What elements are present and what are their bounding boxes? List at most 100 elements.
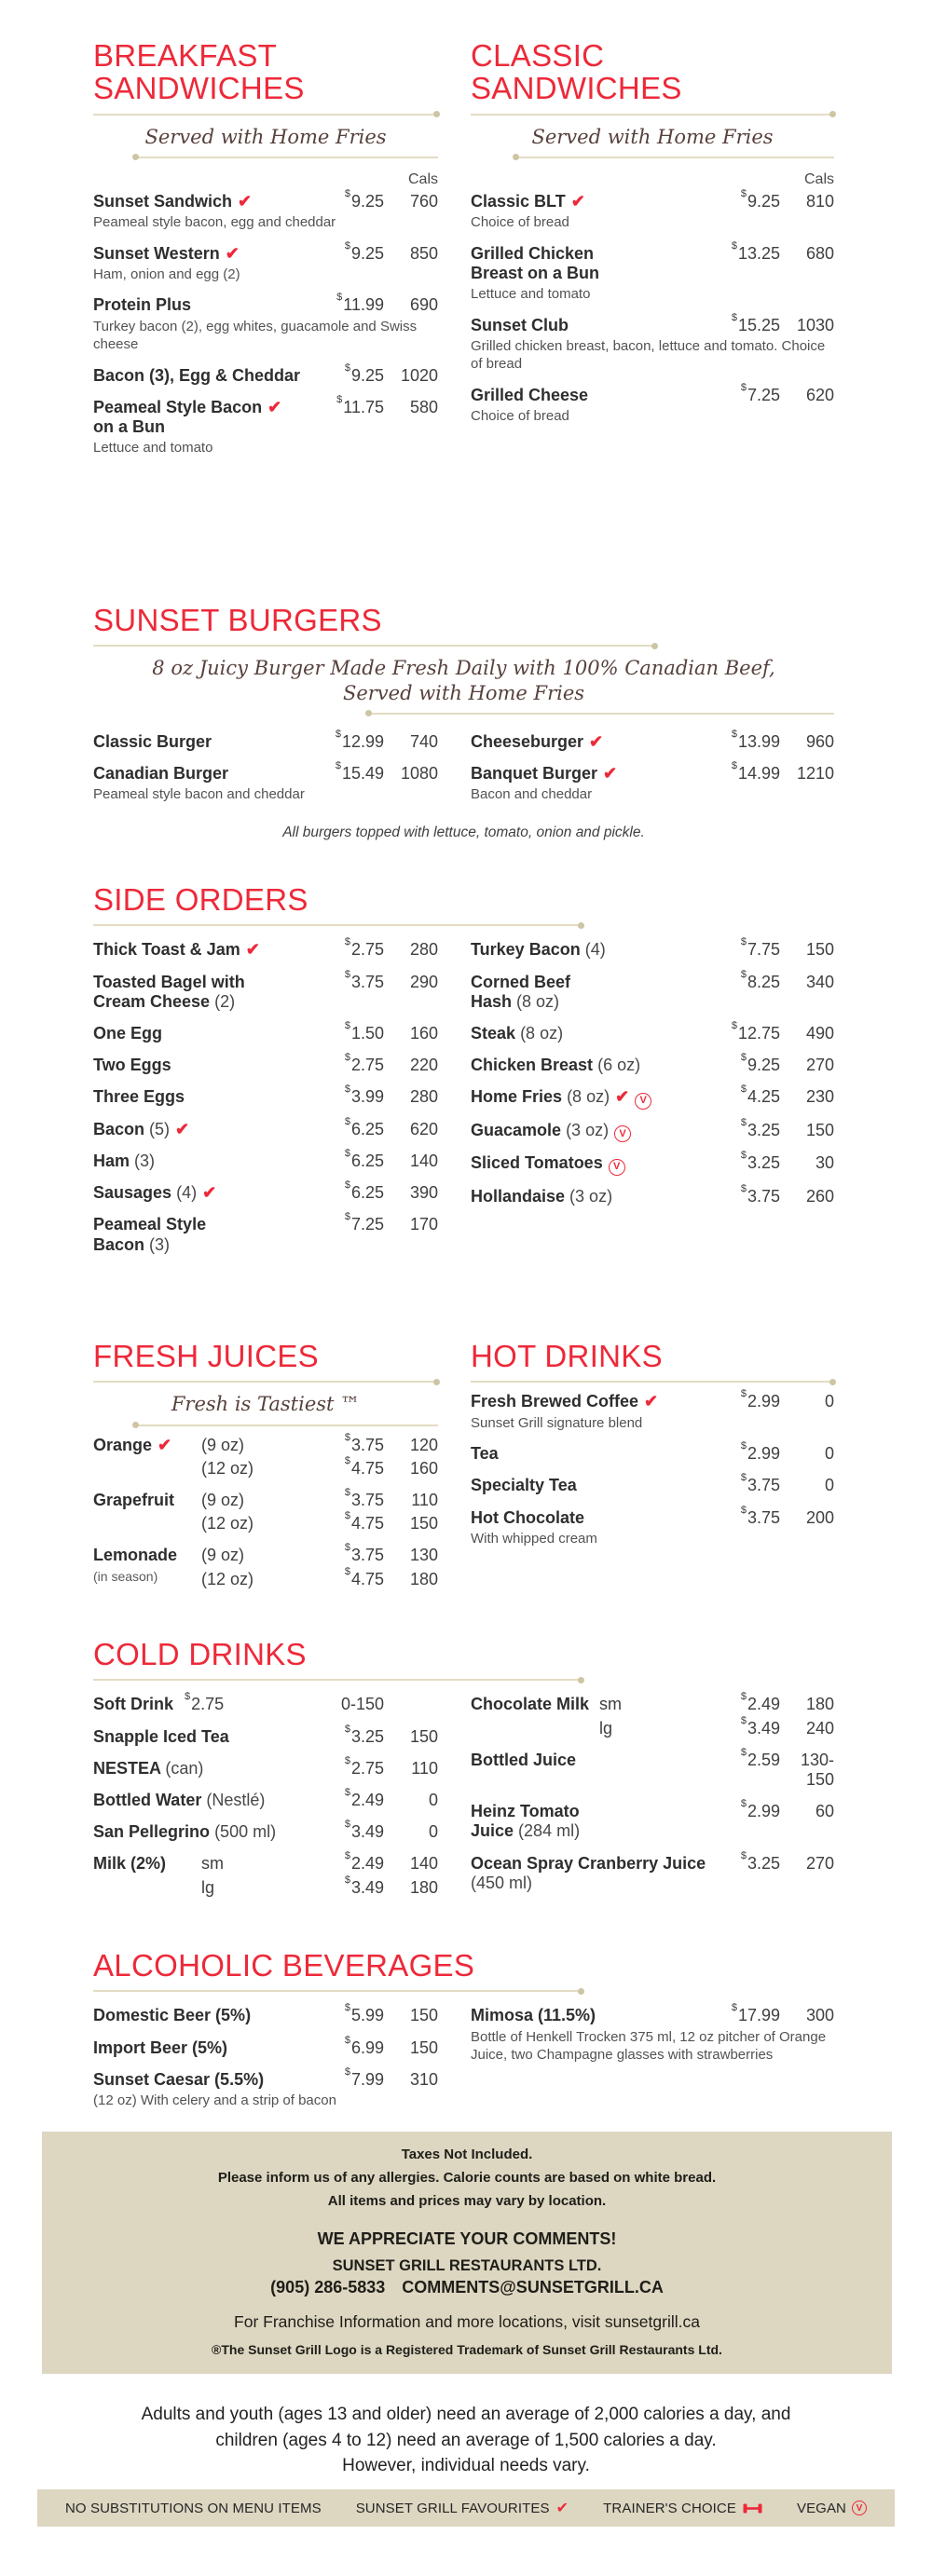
section-cold-drinks: COLD DRINKS Soft Drink $2.75 0-150 Snappl… [93,1638,834,1898]
favourite-check-icon [644,1392,658,1411]
info-box: Taxes Not Included. Please inform us of … [42,2132,892,2374]
favourite-check-icon [556,2499,569,2517]
burgers-note: All burgers topped with lettuce, tomato,… [282,824,645,840]
menu-item: Protein Plus $11.99 690 [93,292,438,315]
menu-item: Two Eggs $2.75 220 [93,1052,438,1075]
menu-item: Import Beer (5%) $6.99 150 [93,2034,438,2057]
favourite-check-icon [589,732,603,751]
menu-item: Heinz Tomato Juice (284 ml) $2.99 60 [471,1798,834,1841]
menu-item: Sunset Sandwich $9.25 760 [93,188,438,211]
item-desc: Sunset Grill signature blend [471,1414,643,1431]
section-sandwiches: BREAKFAST SANDWICHES Served with Home Fr… [93,38,836,457]
item-desc: With whipped cream [471,1530,597,1547]
section-subtitle: Fresh is Tastiest ™ [171,1393,361,1416]
menu-item: Corned Beef Hash (8 oz) $8.25 340 [471,968,834,1011]
hot-drinks-column: HOT DRINKS Fresh Brewed Coffee $2.99 0 S… [471,1339,836,1547]
item-desc: Grilled chicken breast, bacon, lettuce a… [471,337,826,373]
company-name: SUNSET GRILL RESTAURANTS LTD. [332,2257,602,2274]
favourite-check-icon [175,1120,189,1138]
menu-item: Classic Burger $12.99 740 [93,728,438,751]
favourite-check-icon [615,1087,629,1106]
menu-item: Bottled Water (Nestlé) $2.49 0 [93,1787,438,1809]
section-alcoholic-beverages: ALCOHOLIC BEVERAGES Domestic Beer (5%) $… [93,1949,834,2110]
section-side-orders: SIDE ORDERS Thick Toast & Jam $2.75 280 … [93,883,834,1255]
section-subtitle: Served with Home Fries [144,125,387,148]
menu-item: Bacon (3), Egg & Cheddar $9.25 1020 [93,361,438,385]
franchise-note: For Franchise Information and more locat… [234,2312,700,2331]
section-title-burgers: SUNSET BURGERS [93,603,382,637]
cals-header: Cals [407,170,438,187]
menu-item: Cheeseburger $13.99 960 [471,729,834,752]
item-desc: Choice of bread [471,408,569,425]
vegan-icon [635,1092,652,1110]
item-desc: Choice of bread [471,214,569,231]
menu-item: Peameal Style Bacon (3) $7.25 170 [93,1211,438,1254]
item-desc: Peameal style bacon, egg and cheddar [93,214,336,231]
menu-item: Sunset Caesar (5.5%) $7.99 310 [93,2065,438,2089]
decorative-rule [471,1378,836,1385]
menu-item: Sunset Western $9.25 850 [93,240,438,264]
vegan-icon [608,1158,625,1176]
decorative-rule [93,921,584,929]
trademark-note: ®The Sunset Grill Logo is a Registered T… [212,2342,722,2357]
menu-item: Chocolate Milk sm $2.49 180 lg $3.49 240 [471,1691,834,1738]
menu-item: Soft Drink $2.75 0-150 [93,1691,384,1714]
decorative-rule [132,154,438,161]
decorative-rule [512,154,834,161]
legend-bar: NO SUBSTITUTIONS ON MENU ITEMS SUNSET GR… [37,2489,895,2527]
menu-item: Fresh Brewed Coffee $2.99 0 [471,1388,834,1411]
calorie-disclaimer: Adults and youth (ages 13 and older) nee… [141,2405,791,2476]
menu-item: Thick Toast & Jam $2.75 280 [93,936,438,960]
legend-vegan: VEGAN [797,2501,867,2516]
menu-item: Domestic Beer (5%) $5.99 150 [93,2002,438,2025]
section-title-classic: CLASSIC SANDWICHES [471,38,682,106]
breakfast-sandwiches-column: BREAKFAST SANDWICHES Served with Home Fr… [93,38,440,457]
item-desc: Lettuce and tomato [471,286,591,303]
section-burgers: SUNSET BURGERS 8 oz Juicy Burger Made Fr… [93,604,834,841]
menu-item: Three Eggs $3.99 280 [93,1084,438,1107]
menu-item: Bacon (5) $6.25 620 [93,1116,438,1139]
menu-item: Ham (3) $6.25 140 [93,1147,438,1170]
menu-item: Tea $2.99 0 [471,1440,834,1464]
menu-item: Specialty Tea $3.75 0 [471,1472,834,1495]
favourite-check-icon [603,764,617,783]
item-desc: Ham, onion and egg (2) [93,266,240,282]
legend-favourites: SUNSET GRILL FAVOURITES [356,2499,569,2517]
menu-item: Snapple Iced Tea $3.25 150 [93,1723,438,1746]
comments-email: COMMENTS@SUNSETGRILL.CA [402,2278,664,2297]
section-juices-hot-drinks: FRESH JUICES Fresh is Tastiest ™ Orange … [93,1339,836,1589]
item-desc: Bottle of Henkell Trocken 375 ml, 12 oz … [471,2028,827,2064]
dumbbell-icon [743,2503,762,2513]
decorative-rule [93,111,440,118]
menu-item: Hollandaise (3 oz) $3.75 260 [471,1182,834,1206]
menu-item: Sausages (4) $6.25 390 [93,1179,438,1203]
menu-item: Guacamole (3 oz) $3.25 150 [471,1117,834,1143]
favourite-check-icon [202,1183,216,1202]
item-desc: Lettuce and tomato [93,440,213,457]
menu-item: Turkey Bacon (4) $7.75 150 [471,936,834,960]
menu-item: Milk (2%) sm $2.49 140 lg $3.49 180 [93,1850,438,1897]
section-title-hot-drinks: HOT DRINKS [471,1339,663,1373]
favourite-check-icon [158,1436,171,1454]
menu-item: Toasted Bagel with Cream Cheese (2) $3.7… [93,968,438,1011]
fresh-juices-column: FRESH JUICES Fresh is Tastiest ™ Orange … [93,1340,440,1589]
favourite-check-icon [267,398,281,416]
menu-item: Chicken Breast (6 oz) $9.25 270 [471,1052,834,1075]
classic-sandwiches-column: CLASSIC SANDWICHES Served with Home Frie… [471,38,836,426]
vegan-icon [614,1125,632,1143]
section-title-breakfast: BREAKFAST SANDWICHES [93,38,305,106]
burgers-subtitle-line2: Served with Home Fries [342,681,585,704]
menu-item: Grilled Cheese $7.25 620 [471,381,834,404]
favourite-check-icon [226,244,240,263]
favourite-check-icon [238,192,252,211]
menu-item: Canadian Burger $15.49 1080 [93,760,438,784]
item-desc: Peameal style bacon and cheddar [93,786,305,803]
menu-item: Sunset Club $15.25 1030 [471,311,834,334]
menu-item: Grapefruit (9 oz) $3.75 110 (12 oz) $4.75 15… [93,1487,438,1533]
menu-item: Grilled Chicken Breast on a Bun $13.25 6… [471,239,834,282]
item-desc: Bacon and cheddar [471,786,593,803]
menu-item: Classic BLT $9.25 810 [471,188,834,211]
item-desc: (12 oz) With celery and a strip of bacon [93,2092,336,2108]
section-title-alcoholic: ALCOHOLIC BEVERAGES [93,1948,475,1983]
